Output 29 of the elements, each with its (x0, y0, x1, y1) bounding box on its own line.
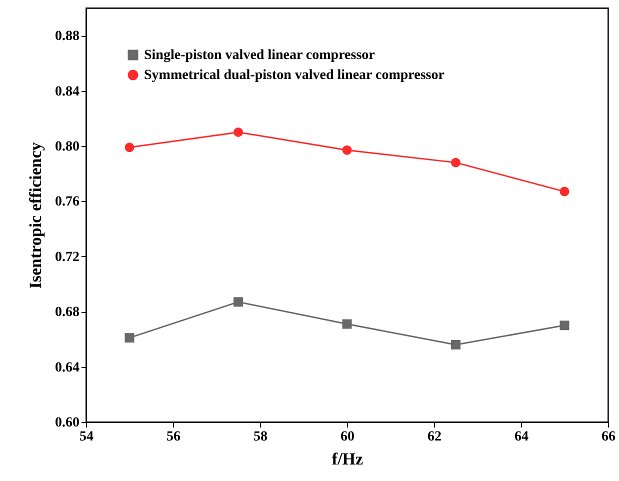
y-tick-label: 0.80 (55, 140, 80, 154)
legend-label: Symmetrical dual-piston valved linear compressor (144, 68, 444, 83)
x-tick-label: 60 (340, 430, 354, 444)
y-tick-label: 0.84 (55, 84, 80, 100)
y-tick-label: 0.64 (55, 360, 80, 376)
point (451, 158, 460, 168)
point (124, 333, 134, 343)
x-axis-title: f/Hz (332, 450, 364, 468)
point (124, 142, 134, 152)
point (234, 297, 243, 307)
point (342, 319, 352, 329)
x-tick-label: 64 (514, 430, 528, 444)
point (234, 127, 243, 137)
y-tick-label: 0.88 (55, 29, 80, 44)
x-tick-label: 58 (254, 430, 268, 444)
y-tick-label: 0.68 (55, 305, 80, 320)
x-tick-label: 56 (166, 430, 180, 444)
y-axis-title: Isentropic efficiency (26, 142, 45, 289)
point (560, 320, 570, 330)
point (342, 145, 352, 155)
x-tick-label: 66 (602, 430, 616, 444)
point (451, 340, 460, 350)
y-tick-label: 0.72 (55, 250, 80, 265)
x-tick-label: 62 (428, 430, 442, 444)
y-tick-label: 0.76 (55, 194, 80, 210)
legend-label: Single-piston valved linear compressor (144, 48, 375, 63)
y-tick-label: 0.60 (55, 416, 80, 430)
point (560, 186, 570, 196)
x-tick-label: 54 (80, 430, 94, 444)
